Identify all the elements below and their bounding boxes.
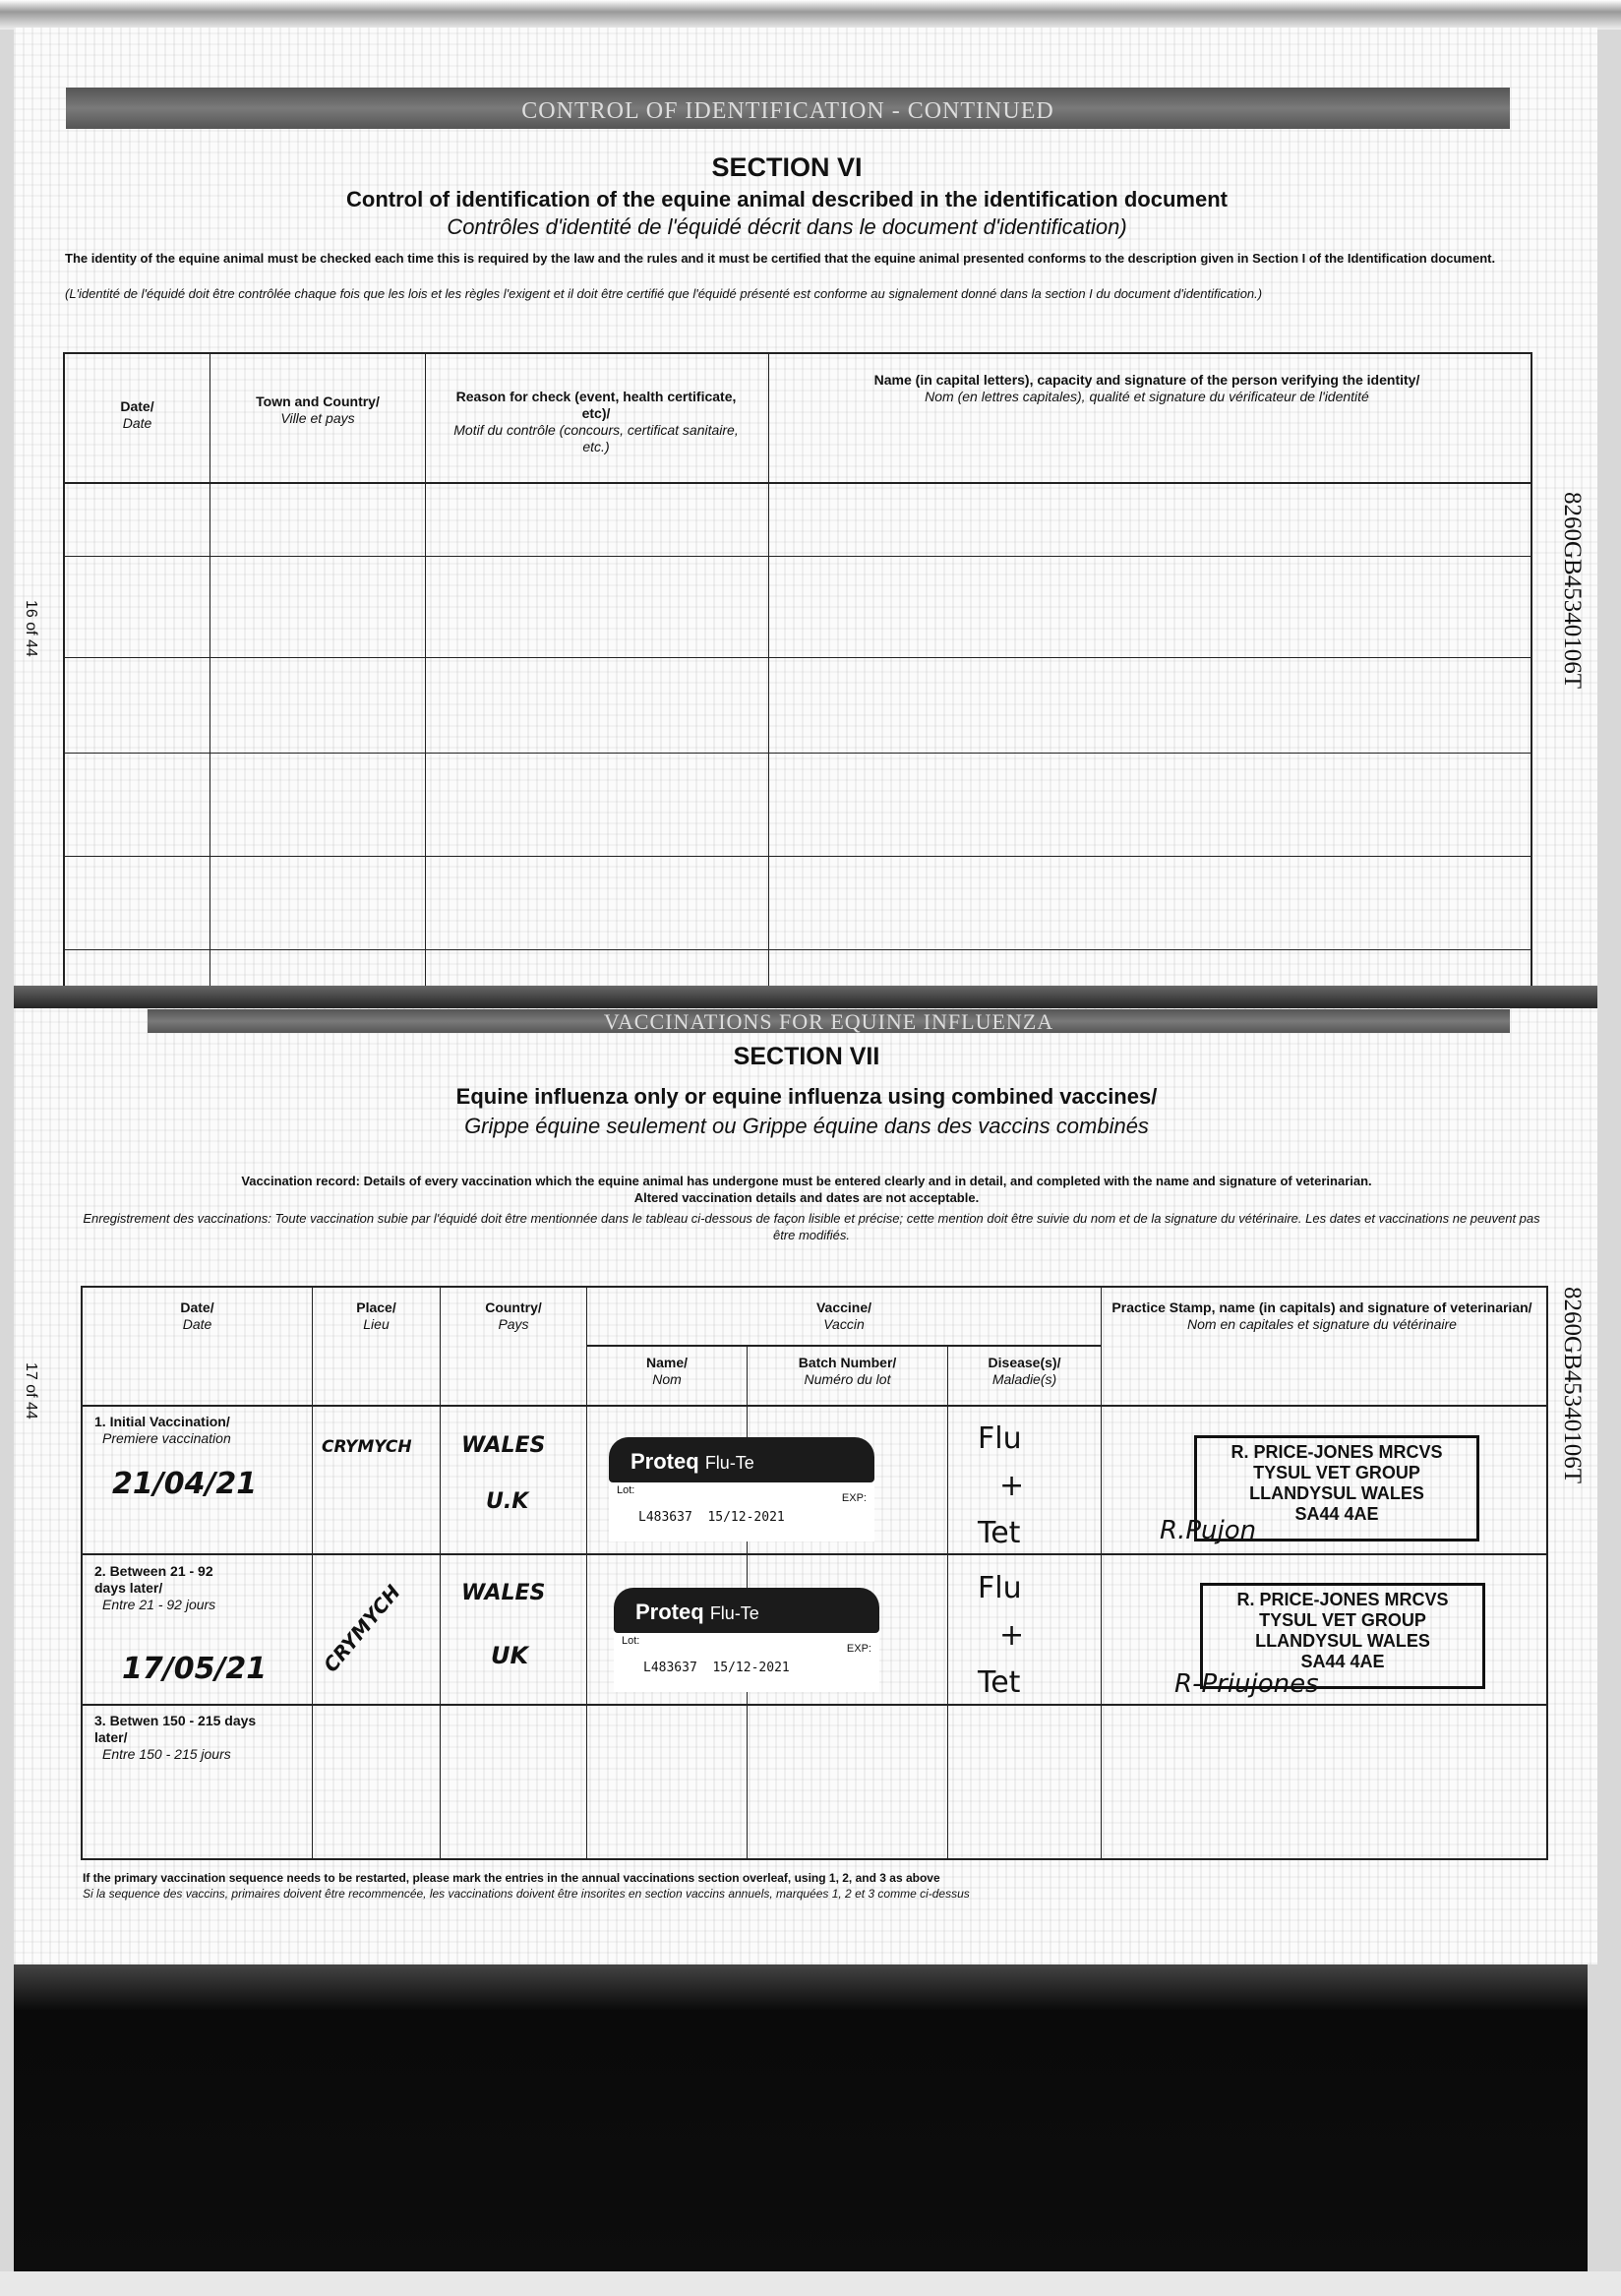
row2-disease: Flu + Tet: [978, 1571, 1025, 1700]
row2-date: 17/05/21: [122, 1652, 268, 1686]
row2-signature: R-Priujones: [1174, 1669, 1319, 1699]
section-title: Control of identification of the equine …: [346, 187, 1228, 211]
scan-edge-bottom: [0, 2271, 1621, 2296]
col-date: Date/Date: [180, 1299, 214, 1332]
row1-disease: Flu + Tet: [978, 1421, 1025, 1550]
col-place: Place/Lieu: [356, 1299, 396, 1332]
section-banner: CONTROL OF IDENTIFICATION - CONTINUED: [66, 88, 1510, 129]
section-title-fr: Grippe équine seulement ou Grippe équine…: [464, 1114, 1149, 1138]
row1-country2: U.K: [486, 1489, 529, 1514]
row1-place: CRYMYCH: [322, 1437, 412, 1457]
row2-practice-stamp: R. PRICE-JONES MRCVS TYSUL VET GROUP LLAND…: [1200, 1583, 1485, 1689]
section-title-fr: Contrôles d'identité de l'équidé décrit …: [447, 214, 1127, 239]
footnote-fr: Si la sequence des vaccins, primaires do…: [83, 1887, 970, 1901]
section-heading: SECTION VI: [711, 152, 863, 182]
row-label-2: 2. Between 21 - 92 days later/Entre 21 -…: [94, 1563, 216, 1612]
row1-signature: R.Pujon: [1160, 1516, 1257, 1545]
page-16: [14, 28, 1597, 987]
page-17: [14, 1008, 1597, 1964]
passport-number: 8260GB45340106T: [1559, 492, 1586, 689]
row1-vaccine-label: Proteq Flu-Te Lot: EXP: L483637 15/12-20…: [609, 1437, 874, 1545]
intro-text-fr: Enregistrement des vaccinations: Toute v…: [83, 1211, 1540, 1242]
col-batch: Batch Number/Numéro du lot: [798, 1355, 897, 1387]
col-name: Name/Nom: [645, 1355, 689, 1387]
footnote: If the primary vaccination sequence need…: [83, 1871, 940, 1885]
page-number-17: 17 of 44: [23, 1362, 39, 1420]
section-title: Equine influenza only or equine influenz…: [455, 1084, 1158, 1109]
col-date: Date/Date: [120, 398, 154, 431]
row1-date: 21/04/21: [112, 1467, 258, 1501]
section-heading: SECTION VII: [733, 1043, 880, 1070]
page-fold: [14, 986, 1597, 1009]
col-verifier: Name (in capital letters), capacity and …: [873, 372, 1420, 404]
intro-text: The identity of the equine animal must b…: [65, 251, 1496, 266]
scan-edge-top: [0, 0, 1621, 30]
row2-country2: UK: [491, 1642, 529, 1669]
col-town-country: Town and Country/Ville et pays: [256, 393, 380, 426]
intro-text-fr: (L'identité de l'équidé doit être contrô…: [65, 286, 1263, 301]
section-banner: VACCINATIONS FOR EQUINE INFLUENZA: [148, 1009, 1510, 1034]
row2-place: CRYMYCH: [319, 1580, 405, 1677]
col-disease: Disease(s)/Maladie(s): [988, 1355, 1061, 1387]
col-vaccine: Vaccine/Vaccin: [815, 1299, 872, 1332]
row-label-1: 1. Initial Vaccination/Premiere vaccinat…: [94, 1414, 231, 1446]
row2-vaccine-label: Proteq Flu-Te Lot: EXP: L483637 15/12-20…: [614, 1588, 879, 1696]
col-stamp: Practice Stamp, name (in capitals) and s…: [1111, 1299, 1532, 1332]
vaccination-table: Date/Date Place/Lieu Country/Pays Vaccin…: [81, 1286, 1548, 1860]
col-country: Country/Pays: [485, 1299, 542, 1332]
intro-text: Vaccination record: Details of every vac…: [241, 1174, 1372, 1205]
row-label-3: 3. Betwen 150 - 215 days later/Entre 150…: [94, 1713, 257, 1762]
passport-number: 8260GB45340106T: [1559, 1287, 1586, 1483]
row2-country: WALES: [461, 1581, 546, 1605]
col-reason: Reason for check (event, health certific…: [453, 389, 739, 454]
row1-country: WALES: [461, 1433, 546, 1458]
scan-dark-area: [14, 1964, 1588, 2271]
row1-practice-stamp: R. PRICE-JONES MRCVS TYSUL VET GROUP LLAND…: [1194, 1435, 1479, 1541]
identity-check-table: Date/Date Town and Country/Ville et pays…: [63, 352, 1532, 986]
page-number-16: 16 of 44: [23, 600, 39, 657]
